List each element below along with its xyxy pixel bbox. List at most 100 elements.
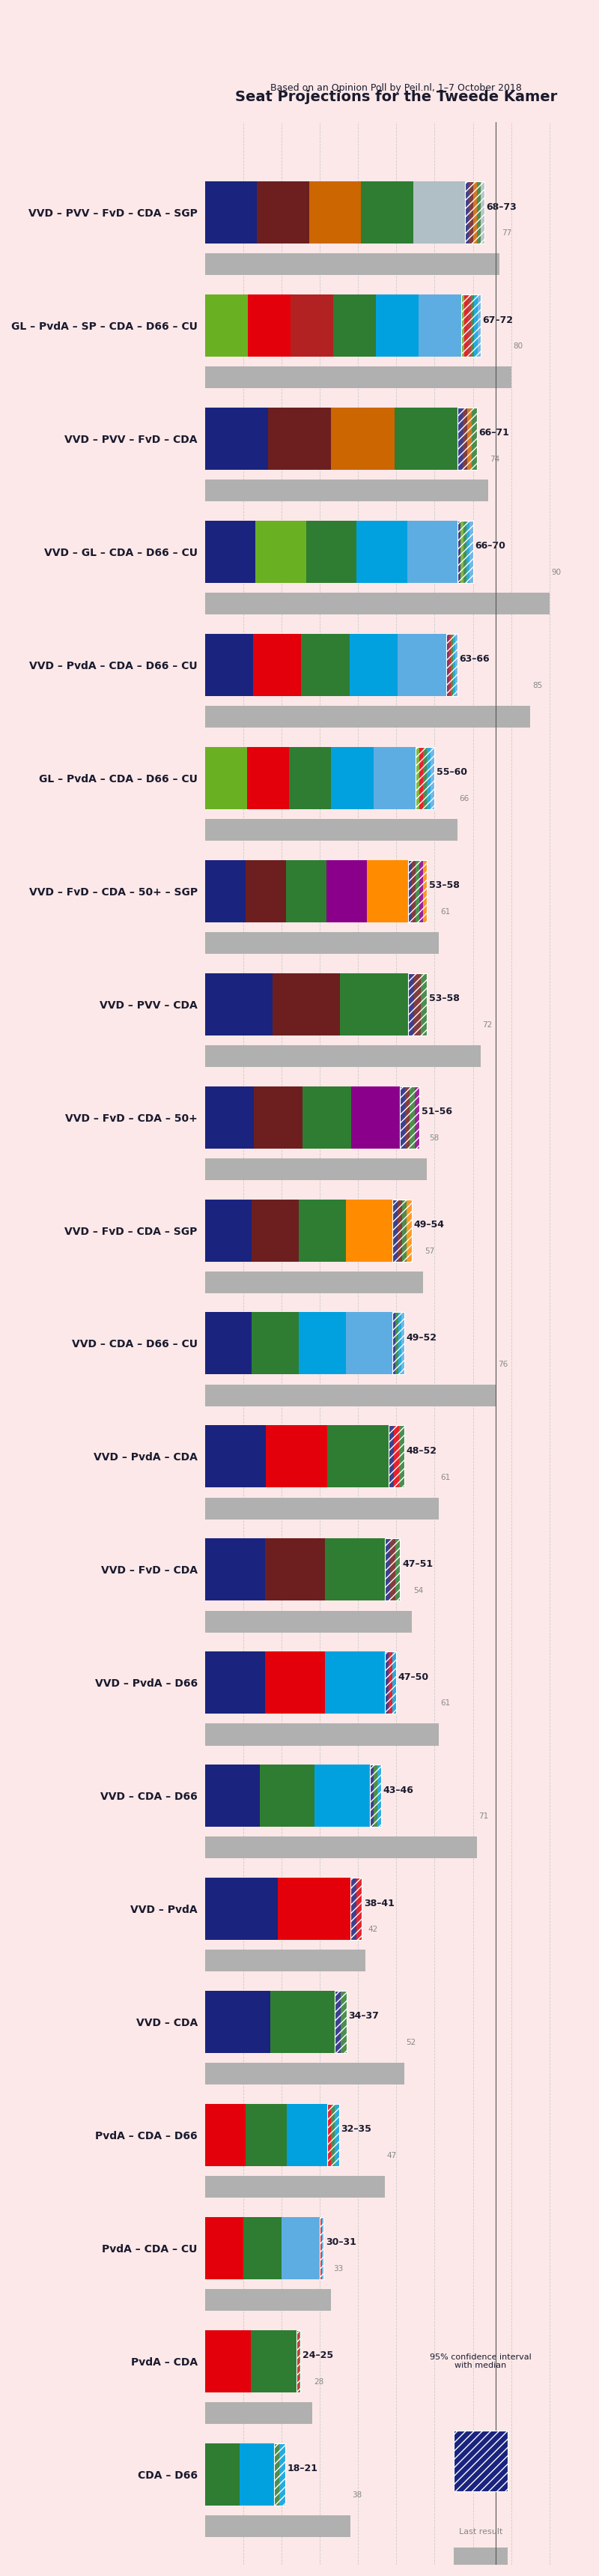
FancyBboxPatch shape [467,407,472,469]
FancyBboxPatch shape [419,747,423,809]
FancyBboxPatch shape [395,1311,398,1376]
FancyBboxPatch shape [205,933,438,953]
Text: 61: 61 [440,1473,450,1481]
FancyBboxPatch shape [314,1765,370,1826]
FancyBboxPatch shape [377,1765,381,1826]
Text: 58: 58 [429,1133,439,1141]
Text: 61: 61 [440,909,450,914]
FancyBboxPatch shape [205,1878,277,1940]
FancyBboxPatch shape [397,1200,402,1262]
FancyBboxPatch shape [291,294,333,355]
FancyBboxPatch shape [277,1878,350,1940]
FancyBboxPatch shape [205,180,257,245]
FancyBboxPatch shape [341,1991,347,2053]
Text: 54: 54 [413,1587,423,1595]
FancyBboxPatch shape [472,407,477,469]
Text: 68–73: 68–73 [486,201,517,211]
FancyBboxPatch shape [414,974,420,1036]
FancyBboxPatch shape [299,1311,346,1376]
FancyBboxPatch shape [394,1425,399,1486]
FancyBboxPatch shape [413,180,465,245]
FancyBboxPatch shape [453,634,455,696]
FancyBboxPatch shape [205,2442,240,2506]
FancyBboxPatch shape [205,2063,404,2084]
Text: 52: 52 [406,2040,416,2045]
FancyBboxPatch shape [246,2105,286,2166]
FancyBboxPatch shape [370,1765,373,1826]
FancyBboxPatch shape [274,2442,280,2506]
FancyBboxPatch shape [473,180,477,245]
FancyBboxPatch shape [320,2218,321,2280]
FancyBboxPatch shape [389,1651,392,1713]
FancyBboxPatch shape [407,520,458,582]
Text: 33: 33 [333,2264,343,2272]
FancyBboxPatch shape [415,1087,419,1149]
FancyBboxPatch shape [458,520,461,582]
FancyBboxPatch shape [205,2105,246,2166]
Text: 47: 47 [387,2151,397,2159]
FancyBboxPatch shape [402,1200,407,1262]
Text: 53–58: 53–58 [429,994,459,1005]
FancyBboxPatch shape [454,2548,507,2576]
FancyBboxPatch shape [205,2514,350,2537]
FancyBboxPatch shape [352,1087,400,1149]
FancyBboxPatch shape [205,252,500,276]
FancyBboxPatch shape [335,2105,339,2166]
FancyBboxPatch shape [289,747,331,809]
FancyBboxPatch shape [205,1383,496,1406]
FancyBboxPatch shape [306,520,356,582]
Text: 77: 77 [501,229,512,237]
Text: 38: 38 [352,2491,362,2499]
Text: 76: 76 [498,1360,508,1368]
FancyBboxPatch shape [419,860,423,922]
FancyBboxPatch shape [266,1425,328,1486]
FancyBboxPatch shape [392,1311,395,1376]
FancyBboxPatch shape [465,294,468,355]
FancyBboxPatch shape [454,2429,507,2491]
FancyBboxPatch shape [260,1765,314,1826]
FancyBboxPatch shape [257,180,309,245]
FancyBboxPatch shape [246,860,286,922]
FancyBboxPatch shape [328,1425,389,1486]
FancyBboxPatch shape [399,1425,404,1486]
FancyBboxPatch shape [333,294,376,355]
FancyBboxPatch shape [205,1651,265,1713]
FancyBboxPatch shape [205,479,488,502]
FancyBboxPatch shape [376,294,419,355]
Text: 72: 72 [482,1020,492,1028]
Text: 61: 61 [440,1700,450,1708]
FancyBboxPatch shape [389,1425,394,1486]
FancyBboxPatch shape [286,2105,328,2166]
FancyBboxPatch shape [286,860,326,922]
Text: 42: 42 [368,1927,377,1935]
FancyBboxPatch shape [395,1538,400,1600]
Text: 74: 74 [490,456,500,464]
Text: 63–66: 63–66 [459,654,490,665]
FancyBboxPatch shape [427,747,431,809]
FancyBboxPatch shape [405,1087,410,1149]
FancyBboxPatch shape [335,1991,341,2053]
FancyBboxPatch shape [398,1311,401,1376]
FancyBboxPatch shape [205,1159,427,1180]
FancyBboxPatch shape [446,634,449,696]
Text: 48–52: 48–52 [406,1445,437,1455]
FancyBboxPatch shape [205,520,255,582]
FancyBboxPatch shape [299,1200,346,1262]
FancyBboxPatch shape [431,747,435,809]
FancyBboxPatch shape [356,1878,362,1940]
FancyBboxPatch shape [205,366,511,389]
FancyBboxPatch shape [273,974,340,1036]
FancyBboxPatch shape [367,860,408,922]
FancyBboxPatch shape [340,974,408,1036]
FancyBboxPatch shape [461,520,464,582]
FancyBboxPatch shape [205,747,247,809]
FancyBboxPatch shape [265,1651,325,1713]
FancyBboxPatch shape [464,520,467,582]
Text: 66: 66 [459,796,470,804]
FancyBboxPatch shape [449,634,450,696]
FancyBboxPatch shape [205,1991,270,2053]
FancyBboxPatch shape [247,747,289,809]
FancyBboxPatch shape [412,860,416,922]
Text: 32–35: 32–35 [341,2125,371,2136]
FancyBboxPatch shape [205,1273,423,1293]
